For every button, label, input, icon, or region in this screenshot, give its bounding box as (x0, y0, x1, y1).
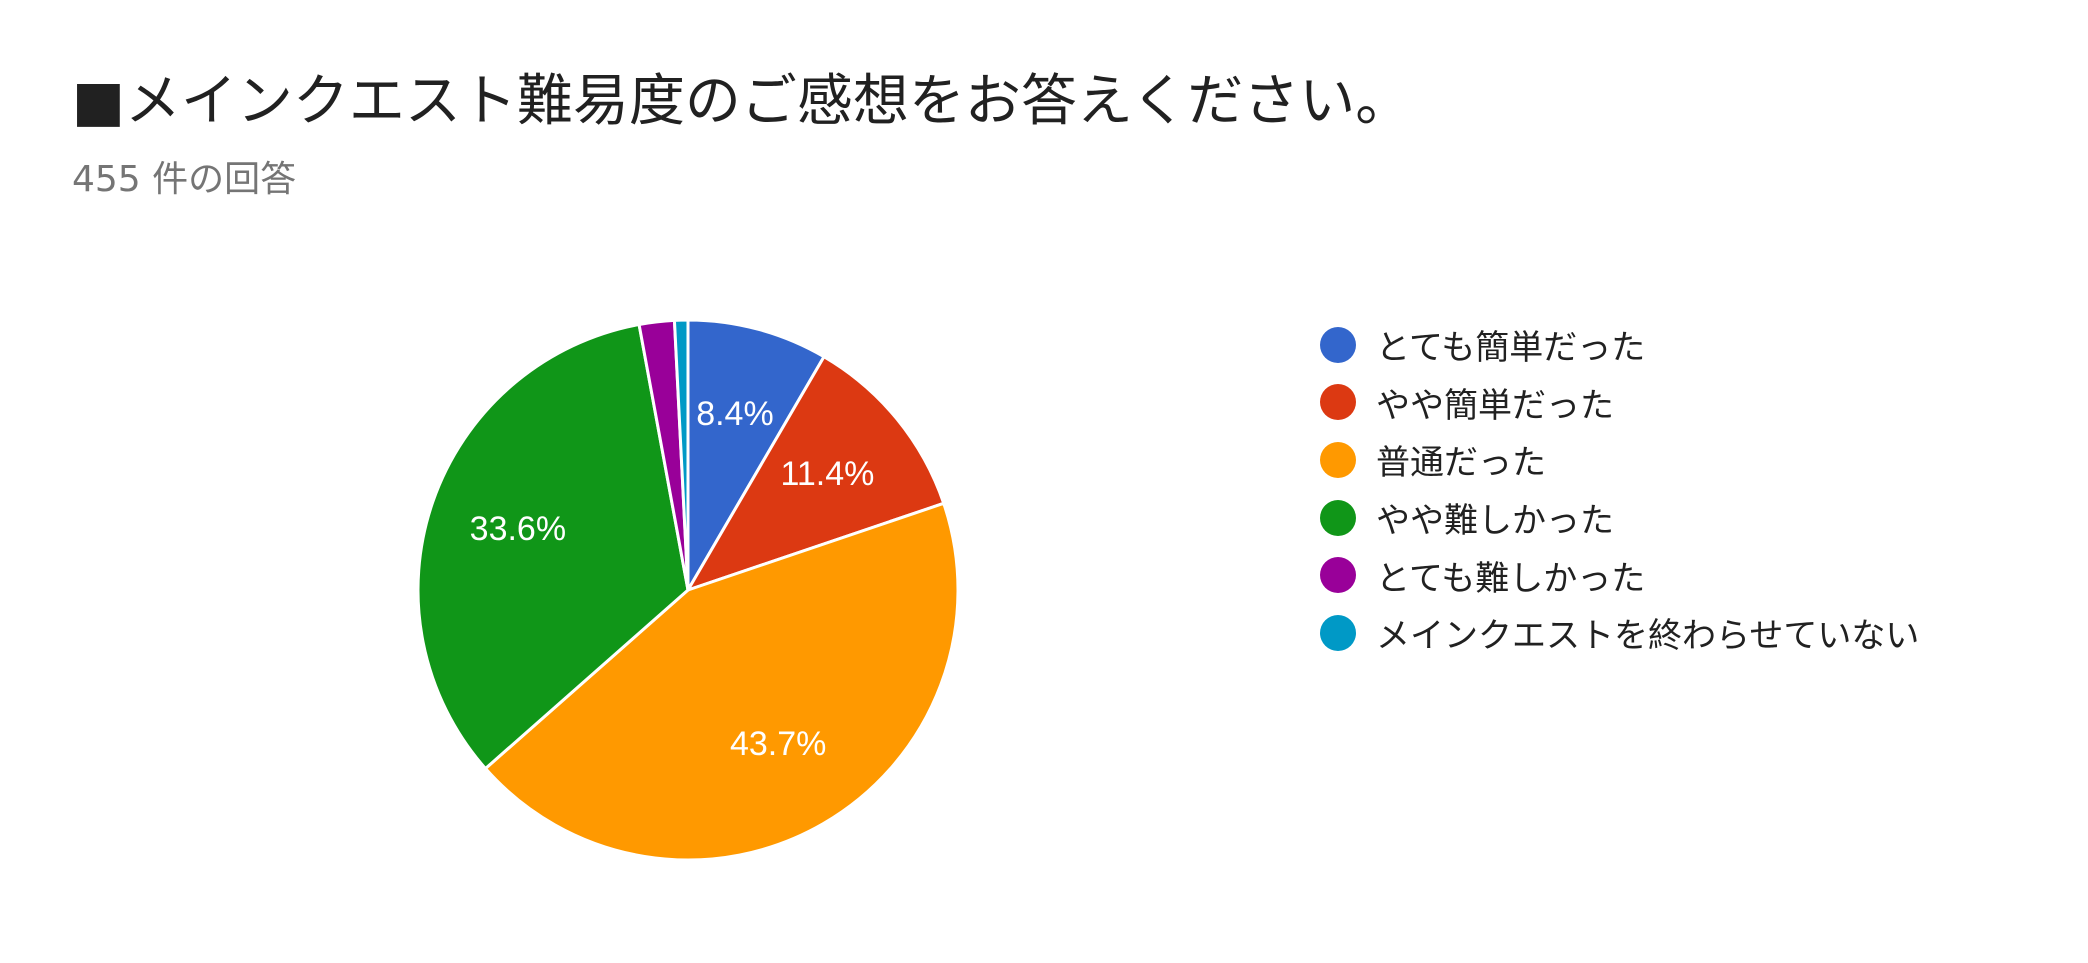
legend-item-1: とても簡単だった (1320, 316, 1919, 374)
legend-label: やや難しかった (1376, 501, 1614, 542)
slice-label-1: 8.4% (696, 395, 774, 433)
legend-item-3: 普通だった (1320, 431, 1919, 489)
pie-slice-2 (686, 355, 946, 592)
legend-item-4: やや難しかった (1320, 489, 1919, 547)
response-count: 455 件の回答 (72, 159, 297, 200)
legend-label: メインクエストを終わらせていない (1376, 616, 1920, 657)
legend-swatch (1320, 557, 1356, 594)
legend-swatch (1320, 441, 1356, 478)
slice-label-4: 33.6% (470, 510, 566, 548)
legend-swatch (1320, 384, 1356, 421)
legend-swatch (1320, 326, 1356, 363)
slice-label-3: 43.7% (730, 725, 826, 763)
legend-label: とても難しかった (1376, 558, 1646, 599)
chart-title: ■メインクエスト難易度のご感想をお答えください。 (72, 69, 1412, 134)
legend-swatch (1320, 614, 1356, 651)
legend-item-5: とても難しかった (1320, 546, 1919, 604)
legend-label: 普通だった (1376, 443, 1546, 484)
pie-slice-6 (672, 318, 690, 592)
pie-slice-3 (483, 501, 960, 862)
legend-swatch (1320, 499, 1356, 536)
chart-legend: とても簡単だった やや簡単だった 普通だったやや難しかった とても難しかったメインクエ… (1320, 316, 1919, 662)
legend-item-6: メインクエストを終わらせていない (1320, 604, 1919, 662)
legend-label: とても簡単だった (1376, 328, 1646, 369)
slice-label-2: 11.4% (780, 455, 874, 493)
legend-label: やや簡単だった (1376, 385, 1614, 426)
pie-slice-1 (686, 318, 826, 592)
legend-item-2: やや簡単だった (1320, 374, 1919, 432)
pie-slice-4 (416, 322, 690, 771)
